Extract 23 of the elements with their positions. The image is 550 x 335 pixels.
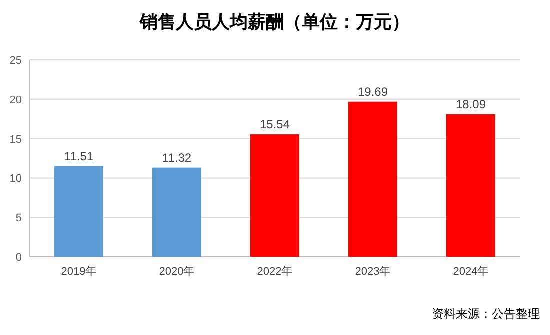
chart-title: 销售人员人均薪酬（单位：万元） (139, 12, 410, 32)
data-label: 11.32 (162, 150, 192, 165)
x-tick-label: 2020年 (159, 266, 195, 278)
y-tick-label: 15 (10, 134, 22, 146)
data-label: 11.51 (64, 149, 94, 164)
y-tick-label: 20 (10, 94, 22, 106)
bar (250, 134, 300, 257)
bar (348, 102, 398, 257)
x-tick-label: 2019年 (61, 266, 97, 278)
y-tick-label: 25 (10, 55, 22, 67)
text: 资料来源：公告整理 (432, 307, 540, 321)
x-tick-label: 2023年 (355, 266, 391, 278)
x-tick-label: 2024年 (453, 266, 489, 278)
y-tick-label: 0 (16, 252, 22, 264)
y-tick-label: 5 (16, 212, 22, 225)
data-label: 15.54 (260, 118, 290, 132)
y-tick-label: 10 (10, 173, 22, 186)
data-label: 18.09 (456, 97, 486, 112)
bar (446, 114, 496, 257)
data-label: 19.69 (358, 84, 388, 99)
bar (152, 168, 202, 257)
bar (54, 166, 104, 257)
x-tick-label: 2022年 (257, 266, 293, 278)
